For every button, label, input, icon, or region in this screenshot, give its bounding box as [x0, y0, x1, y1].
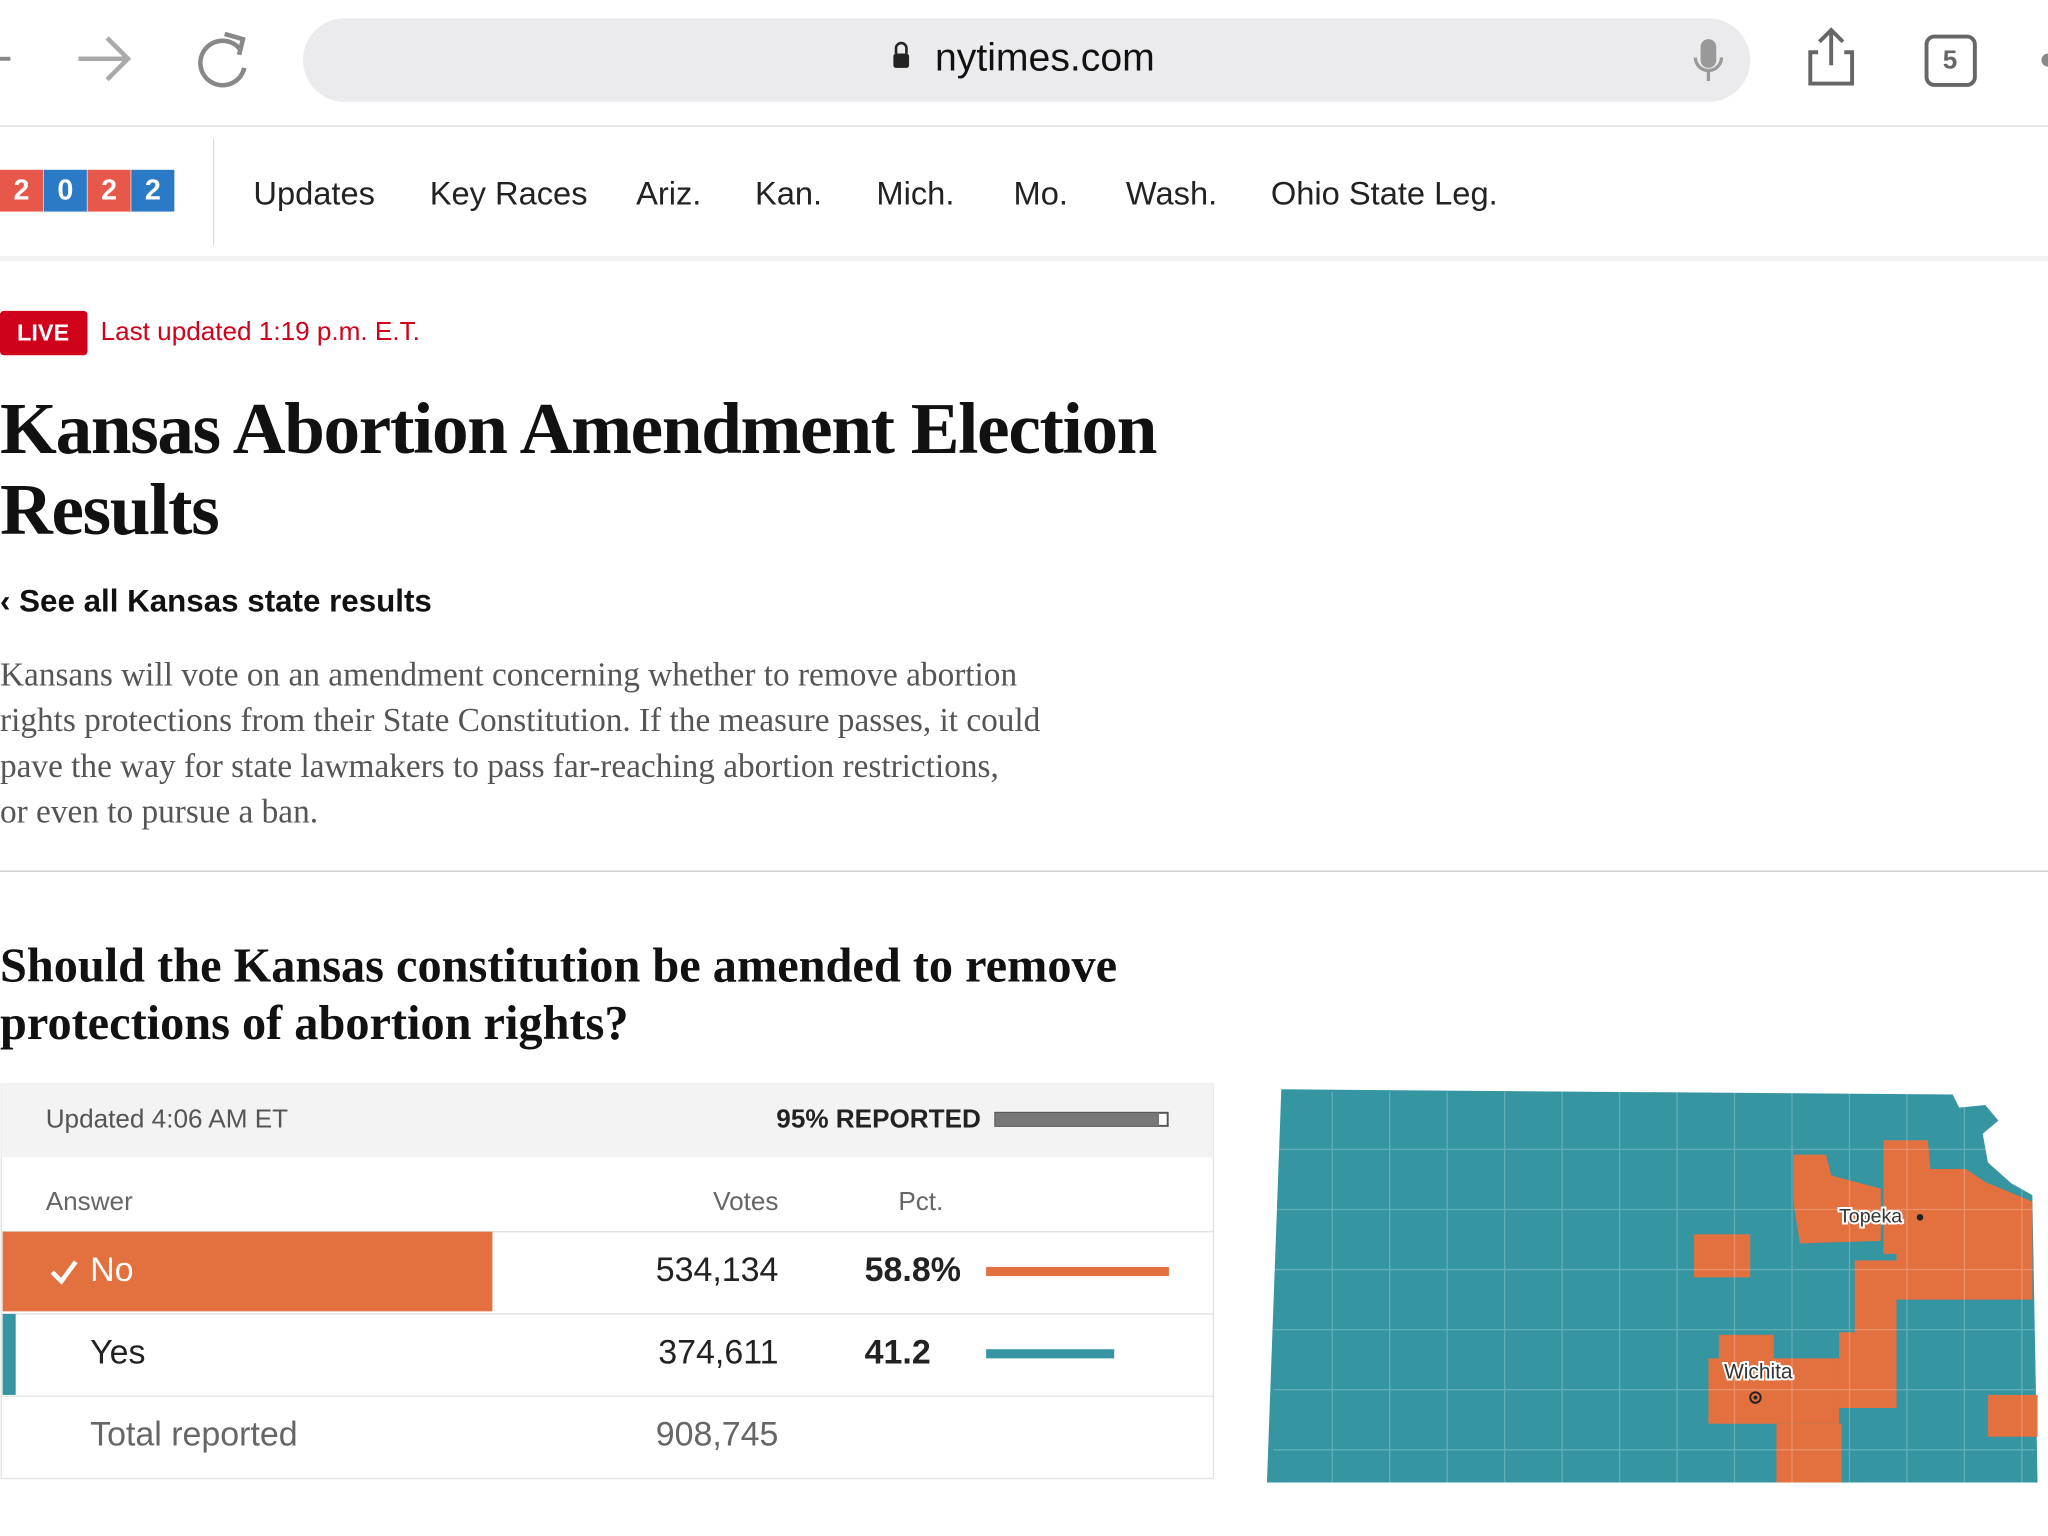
logo-digit: 2: [101, 175, 117, 207]
county-map: [1266, 1089, 2038, 1483]
headline: Kansas Abortion Amendment ElectionResult…: [0, 388, 1158, 1050]
live-badge: [0, 310, 88, 356]
description: rights protections from their State Cons…: [0, 702, 1041, 739]
question: protections of abortion rights?: [0, 997, 629, 1050]
reported-bar: [995, 1112, 1160, 1126]
winner-fill: [2, 1231, 493, 1312]
nav-link[interactable]: Mich.: [876, 175, 954, 212]
column-header: Votes: [713, 1186, 778, 1216]
city-label: Wichita: [1724, 1360, 1793, 1383]
logo-digit: 2: [14, 175, 30, 207]
mic-icon[interactable]: [1700, 39, 1717, 68]
votes: 908,745: [656, 1416, 779, 1454]
results: Updated 4:06 AM ET 95% REPORTED Answer Vote…: [1, 1104, 1214, 1454]
question: Should the Kansas constitution be amende…: [0, 940, 1117, 993]
answer: Total reported: [90, 1416, 298, 1454]
check-icon: [50, 1260, 78, 1285]
votes: 534,134: [656, 1251, 779, 1289]
updated: Updated 4:06 AM ET: [46, 1104, 288, 1134]
votes: 374,611: [658, 1333, 778, 1371]
nav-link[interactable]: Mo.: [1014, 175, 1068, 212]
column-header: Pct.: [898, 1186, 943, 1216]
pct: 58.8%: [865, 1251, 961, 1289]
nav-shadow: [0, 256, 2048, 262]
title: Kansas Abortion Amendment Election: [0, 388, 1157, 469]
back-link[interactable]: ‹ See all Kansas state results: [0, 584, 432, 619]
share-button[interactable]: [1808, 27, 1855, 86]
logo-digit: 2: [145, 175, 161, 207]
forward-button[interactable]: [78, 36, 132, 82]
title: Results: [0, 469, 218, 550]
logo-tile: [0, 169, 44, 212]
description: Kansans will vote on an amendment concer…: [0, 657, 1017, 694]
answer: Yes: [90, 1333, 145, 1371]
nav-link[interactable]: Ohio State Leg.: [1271, 175, 1498, 212]
pct-bar: [986, 1349, 1115, 1359]
lock-icon: [893, 53, 910, 68]
tabs-button[interactable]: [1924, 34, 1977, 87]
logo-digit: 0: [57, 175, 73, 207]
logo-tile: [87, 169, 131, 212]
nav-bar: Updates Key Races Ariz. Kan. Mich. Mo. Wash. Oh…: [253, 175, 1497, 212]
more-button[interactable]: [2041, 53, 2048, 67]
reload-button[interactable]: [198, 31, 247, 88]
live-label: LIVE: [17, 320, 69, 346]
answer: No: [90, 1251, 133, 1289]
pct-bar: [986, 1266, 1169, 1277]
column-header: Answer: [46, 1186, 133, 1216]
reported-label: 95% REPORTED: [776, 1104, 981, 1134]
description: pave the way for state lawmakers to pass…: [0, 748, 999, 785]
address-bar[interactable]: [303, 18, 1751, 102]
city-label: Topeka: [1839, 1205, 1902, 1227]
pct: 41.2: [865, 1333, 931, 1371]
tab-count: 5: [1943, 44, 1958, 74]
nav-link[interactable]: Kan.: [755, 175, 822, 212]
nav-link[interactable]: Ariz.: [636, 175, 701, 212]
url: nytimes.com: [935, 36, 1155, 79]
nav-link[interactable]: Updates: [253, 175, 375, 212]
nav-link[interactable]: Key Races: [430, 175, 588, 212]
last-updated: Last updated 1:19 p.m. E.T.: [101, 316, 420, 346]
logo-tile: [43, 169, 87, 212]
mic-icon: [1693, 57, 1724, 81]
nav-link[interactable]: Wash.: [1126, 175, 1217, 212]
lock-icon: [894, 41, 908, 54]
description: or even to pursue a ban.: [0, 794, 318, 831]
logo-tile: [131, 169, 175, 212]
color-strip: [2, 1313, 16, 1395]
